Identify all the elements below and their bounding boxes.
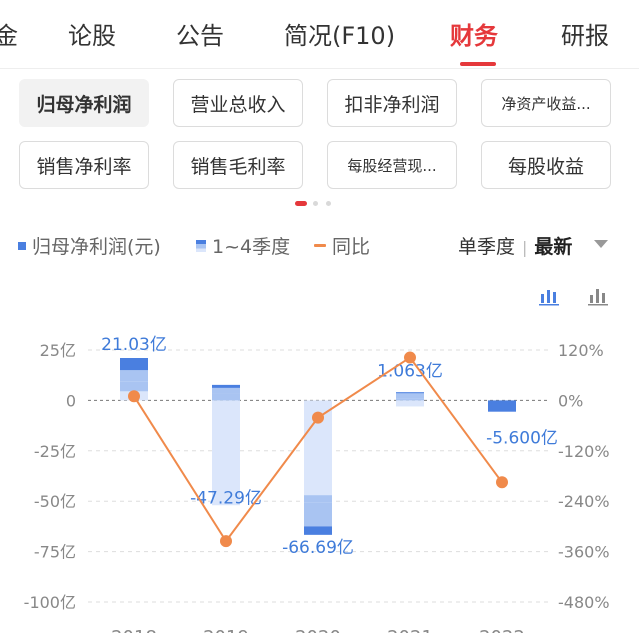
legend-swatch-stack xyxy=(196,239,206,252)
metric-deducted-net-profit[interactable]: 扣非净利润 xyxy=(327,79,457,127)
x-tick-label: 2019 xyxy=(203,627,249,633)
legend-yoy[interactable]: 同比 xyxy=(314,232,370,259)
y-right-tick-label: -360% xyxy=(558,543,610,562)
quarter-bar-segment xyxy=(396,392,424,394)
metric-net-profit-parent[interactable]: 归母净利润 xyxy=(19,79,149,127)
tab-partial[interactable]: 金 xyxy=(0,22,18,50)
period-selector[interactable]: 单季度 | 最新 xyxy=(458,232,572,259)
yoy-point xyxy=(220,535,232,548)
legend-swatch-bar xyxy=(18,241,26,250)
period-separator: | xyxy=(522,238,528,257)
x-tick-label: 2020 xyxy=(295,627,341,633)
metric-net-margin[interactable]: 销售净利率 xyxy=(19,141,149,189)
bar-value-label: -66.69亿 xyxy=(282,538,354,558)
metric-operating-cashflow-per-share[interactable]: 每股经营现... xyxy=(327,141,457,189)
legend-quarters[interactable]: 1~4季度 xyxy=(196,232,290,259)
y-right-tick-label: 0% xyxy=(558,391,583,410)
y-left-tick-label: -75亿 xyxy=(34,543,76,562)
legend-label: 归母净利润(元) xyxy=(32,236,161,258)
y-right-tick-label: -480% xyxy=(558,593,610,612)
tab-finance[interactable]: 财务 xyxy=(450,22,498,50)
quarter-bar-segment xyxy=(488,400,516,412)
top-nav: 金 论股 公告 简况(F10) 财务 研报 xyxy=(0,0,639,69)
yoy-point xyxy=(312,411,324,424)
y-left-tick-label: -25亿 xyxy=(34,442,76,461)
x-tick-label: 2022 xyxy=(479,627,525,633)
y-left-tick-label: -100亿 xyxy=(24,593,76,612)
metric-gross-margin[interactable]: 销售毛利率 xyxy=(173,141,303,189)
y-left-tick-label: -50亿 xyxy=(34,492,76,511)
active-tab-indicator xyxy=(460,62,496,66)
bar-value-label: 21.03亿 xyxy=(101,335,167,355)
yoy-point xyxy=(404,351,416,364)
quarter-bar-segment xyxy=(120,370,148,382)
y-left-tick-label: 0 xyxy=(66,391,76,410)
tab-f10-profile[interactable]: 简况(F10) xyxy=(284,22,396,50)
legend-net-profit[interactable]: 归母净利润(元) xyxy=(18,232,161,259)
bar-value-label: -5.600亿 xyxy=(486,429,558,449)
yoy-point xyxy=(496,476,508,489)
net-profit-chart: 25亿 120% 0 0% -25亿 -120% -50亿 -240% -75亿 -360% -10… xyxy=(24,335,610,633)
quarter-bar-segment xyxy=(120,381,148,392)
y-right-tick-label: 120% xyxy=(558,341,604,360)
legend-label: 1~4季度 xyxy=(212,236,291,258)
period-mode[interactable]: 单季度 xyxy=(458,236,516,258)
y-left-tick-label: 25亿 xyxy=(40,341,76,360)
quarter-bar-segment xyxy=(212,387,240,394)
x-tick-label: 2021 xyxy=(387,627,433,633)
page-dot[interactable] xyxy=(313,201,318,206)
page-dot-active xyxy=(295,201,307,206)
page-dot[interactable] xyxy=(326,201,331,206)
quarter-bar-segment xyxy=(396,400,424,407)
period-latest[interactable]: 最新 xyxy=(534,236,573,258)
quarter-bar-segment xyxy=(212,400,240,506)
legend-label: 同比 xyxy=(332,236,371,258)
metric-total-revenue[interactable]: 营业总收入 xyxy=(173,79,303,127)
tab-announcements[interactable]: 公告 xyxy=(176,22,224,50)
metric-roe[interactable]: 净资产收益... xyxy=(481,79,611,127)
chevron-down-icon[interactable] xyxy=(594,240,608,248)
y-right-tick-label: -240% xyxy=(558,492,610,511)
bar-value-label: -47.29亿 xyxy=(190,489,262,509)
tab-discussion[interactable]: 论股 xyxy=(68,22,116,50)
x-tick-label: 2018 xyxy=(111,627,157,633)
quarter-bar-segment xyxy=(212,384,240,388)
quarter-bar-segment xyxy=(396,398,424,401)
quarter-bar-segment xyxy=(304,495,332,503)
quarter-bar-segment xyxy=(212,393,240,401)
bar-value-label: 1.063亿 xyxy=(377,361,443,381)
quarter-bar-segment xyxy=(396,392,424,399)
quarter-bar-segment xyxy=(120,358,148,371)
tab-research[interactable]: 研报 xyxy=(561,22,609,50)
yoy-point xyxy=(128,390,140,403)
legend-swatch-line xyxy=(314,244,326,247)
bar-chart-stacked-icon[interactable] xyxy=(538,286,560,306)
bar-chart-grouped-icon[interactable] xyxy=(587,286,609,306)
metric-eps[interactable]: 每股收益 xyxy=(481,141,611,189)
quarter-bar-segment xyxy=(304,502,332,527)
y-right-tick-label: -120% xyxy=(558,442,610,461)
quarter-bar-segment xyxy=(304,526,332,535)
